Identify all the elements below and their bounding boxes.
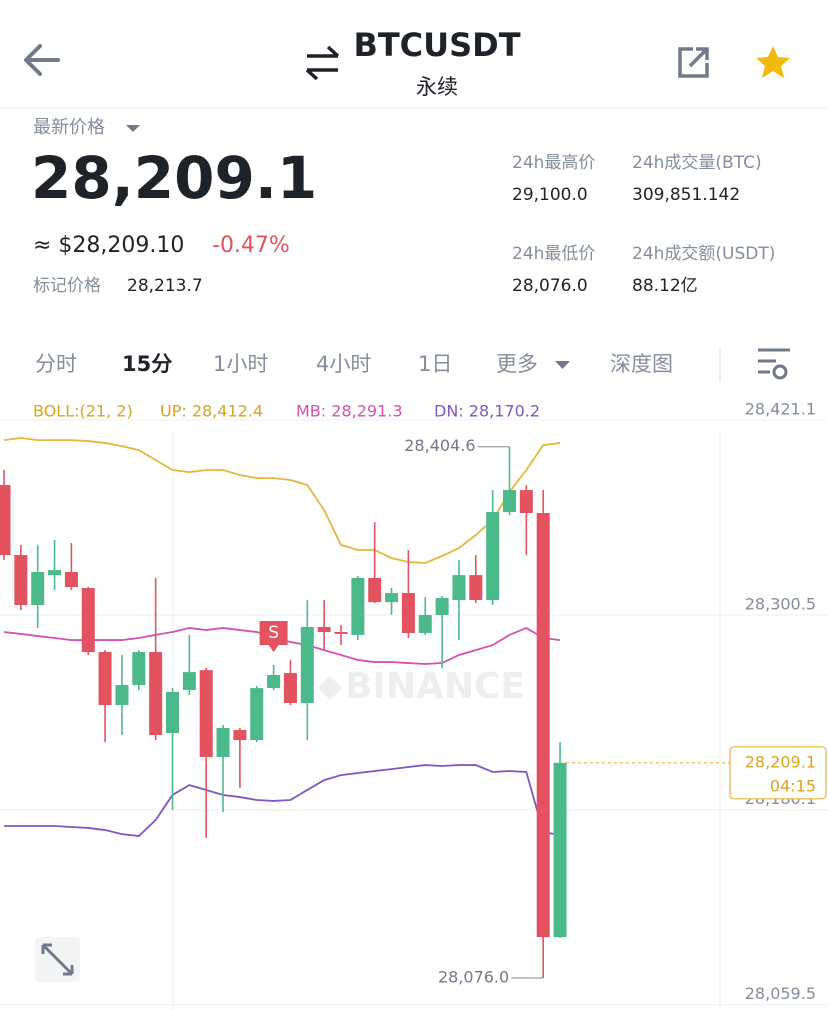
candle-body bbox=[14, 555, 28, 606]
candle-body bbox=[216, 728, 230, 757]
dropdown-arrow bbox=[555, 361, 570, 369]
interval-tab[interactable]: 1小时 bbox=[213, 352, 268, 376]
dropdown-arrow[interactable] bbox=[126, 125, 140, 132]
chart-settings-button[interactable] bbox=[758, 348, 790, 380]
candle-body bbox=[267, 675, 281, 689]
more-tab[interactable]: 更多 bbox=[496, 352, 538, 376]
y-tick-label: 28,059.5 bbox=[745, 984, 816, 1003]
candle-body bbox=[418, 615, 432, 633]
sell-marker bbox=[259, 620, 288, 652]
depth-tab[interactable]: 深度图 bbox=[610, 352, 673, 376]
candle-body bbox=[31, 572, 45, 606]
annotation-label: 28,404.6 bbox=[404, 436, 475, 455]
stat-label: 24h成交量(BTC) bbox=[632, 153, 762, 173]
candle-body bbox=[300, 626, 314, 703]
candle-body bbox=[317, 626, 331, 633]
last-price: 28,209.1 bbox=[31, 144, 317, 212]
candle-body bbox=[115, 685, 129, 706]
sell-marker-label: S bbox=[268, 623, 279, 643]
candle-body bbox=[132, 652, 146, 686]
y-tick-label: 28,421.1 bbox=[745, 400, 816, 419]
candle-body bbox=[385, 593, 399, 603]
interval-tab[interactable]: 分时 bbox=[35, 352, 77, 376]
stat-label: 24h最高价 bbox=[512, 153, 595, 173]
candle-body bbox=[401, 593, 415, 633]
switch-icon[interactable] bbox=[305, 45, 340, 81]
candlestick-chart: 28,421.128,300.528,180.128,059.5BINANCE2… bbox=[0, 400, 828, 1006]
candle-body bbox=[98, 652, 112, 706]
candle-body bbox=[250, 688, 264, 741]
stat-value: 29,100.0 bbox=[512, 185, 588, 205]
stat-value: 88.12亿 bbox=[632, 276, 698, 296]
boll-dn-line bbox=[4, 764, 561, 837]
candle-body bbox=[351, 578, 365, 635]
boll-up-line bbox=[3, 437, 561, 564]
stat-label: 24h最低价 bbox=[512, 244, 595, 264]
candle-body bbox=[435, 598, 449, 616]
interval-tab-active[interactable]: 15分 bbox=[122, 352, 172, 376]
countdown: 04:15 bbox=[770, 776, 816, 795]
candle-body bbox=[199, 670, 213, 757]
usd-price: ≈ $28,209.10 bbox=[33, 233, 184, 258]
watermark: BINANCE bbox=[345, 666, 525, 707]
last-price-label: 最新价格 bbox=[33, 117, 105, 138]
candle-body bbox=[368, 578, 382, 603]
indicator-mb: MB: 28,291.3 bbox=[296, 402, 403, 421]
mark-price-label: 标记价格 bbox=[33, 276, 101, 296]
stat-value: 309,851.142 bbox=[632, 185, 740, 205]
candle-body bbox=[452, 575, 466, 600]
candle-body bbox=[503, 490, 516, 513]
candle-body bbox=[48, 570, 62, 576]
candle-body bbox=[233, 729, 247, 741]
last-price-label: 28,209.1 bbox=[745, 752, 816, 771]
candle-body bbox=[283, 673, 297, 703]
candle-body bbox=[64, 572, 78, 588]
indicator-dn: DN: 28,170.2 bbox=[434, 402, 540, 421]
stat-value: 28,076.0 bbox=[512, 276, 588, 296]
expand-button[interactable] bbox=[35, 937, 80, 982]
candle-body bbox=[469, 575, 483, 600]
interval-tab[interactable]: 1日 bbox=[418, 352, 452, 376]
last-price-box bbox=[729, 746, 827, 800]
back-button[interactable] bbox=[24, 44, 60, 76]
candle-body bbox=[486, 512, 500, 600]
mark-price: 28,213.7 bbox=[127, 276, 203, 296]
share-button[interactable] bbox=[678, 47, 709, 78]
candle-body bbox=[553, 762, 567, 938]
candle-body bbox=[536, 513, 550, 938]
contract-type: 永续 bbox=[416, 75, 458, 99]
price-change: -0.47% bbox=[212, 233, 290, 258]
interval-tab[interactable]: 4小时 bbox=[316, 352, 371, 376]
indicator-name: BOLL:(21, 2) bbox=[33, 402, 133, 421]
candle-body bbox=[0, 485, 11, 556]
candle-body bbox=[166, 691, 179, 734]
candle-body bbox=[81, 588, 95, 653]
annotation-label: 28,076.0 bbox=[438, 967, 509, 986]
indicator-up: UP: 28,412.4 bbox=[160, 402, 263, 421]
candle-body bbox=[182, 672, 196, 691]
watermark-logo bbox=[318, 676, 342, 700]
candle-body bbox=[519, 490, 533, 514]
stat-label: 24h成交额(USDT) bbox=[632, 244, 775, 264]
symbol-title: BTCUSDT bbox=[353, 26, 520, 64]
favorite-star[interactable] bbox=[756, 46, 790, 78]
y-tick-label: 28,300.5 bbox=[745, 595, 816, 614]
candle-body bbox=[149, 652, 163, 735]
candle-body bbox=[334, 632, 348, 634]
